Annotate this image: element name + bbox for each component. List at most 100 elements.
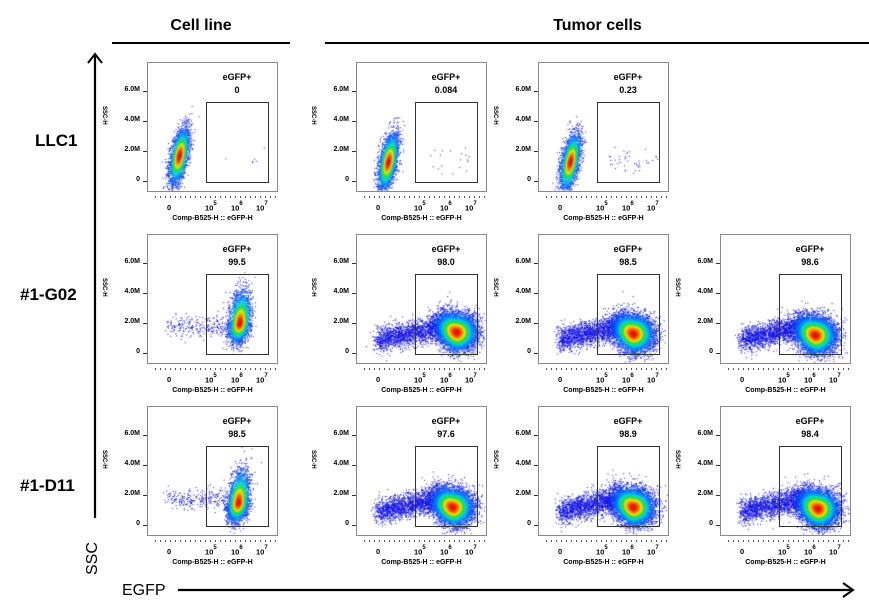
y-tick-label: 6.0M [515,430,531,437]
x-tick-label: 105 [414,373,426,385]
scatter-points [148,63,277,191]
x-tick-label: 0 [376,375,381,384]
y-tick-mark [534,435,538,436]
y-tick-label: 4.0M [697,288,713,295]
y-tick-label: 2.0M [333,318,349,325]
y-tick-label: 0 [136,348,140,355]
y-tick-mark [143,525,147,526]
header-cell-line-rule [112,42,290,44]
x-tick-label: 106 [440,545,452,557]
plot-frame [147,234,278,364]
x-axis-label: Comp-B525-H :: eGFP-H [563,559,644,566]
y-tick-mark [534,263,538,264]
gate-name: eGFP+ [613,72,643,82]
plot-frame [538,406,669,536]
x-axis-label: Comp-B525-H :: eGFP-H [381,559,462,566]
egfp-axis-label: EGFP [122,582,166,599]
x-tick-label: 106 [622,545,634,557]
y-tick-mark [143,435,147,436]
y-axis-label: SSC-H [101,450,107,469]
y-tick-label: 0 [345,176,349,183]
plot-frame [538,234,669,364]
y-tick-mark [534,121,538,122]
x-tick-label: 0 [558,547,563,556]
gate-name: eGFP+ [222,244,252,254]
gate-name: eGFP+ [613,416,643,426]
gate-percentage: 98.6 [801,257,819,267]
x-tick-label: 107 [256,373,268,385]
x-tick-label: 105 [596,201,608,213]
y-tick-label: 6.0M [124,86,140,93]
scatter-points [539,63,668,191]
x-tick-label: 0 [558,375,563,384]
x-tick-label: 105 [778,545,790,557]
y-tick-label: 6.0M [697,258,713,265]
x-axis-label: Comp-B525-H :: eGFP-H [172,387,253,394]
y-tick-mark [352,263,356,264]
y-tick-label: 0 [709,520,713,527]
x-axis-ticks [546,540,670,542]
gate-name: eGFP+ [795,244,825,254]
scatter-points [148,407,277,535]
x-axis-ticks [155,368,279,370]
x-tick-label: 0 [740,375,745,384]
y-tick-label: 2.0M [124,490,140,497]
x-tick-label: 107 [647,201,659,213]
flow-plot-panel: eGFP+ 98.5 0 2.0M 4.0M 6.0M SSC-H 0 105 106 107 Com… [101,406,327,571]
gate-percentage: 0 [234,85,240,95]
y-tick-label: 6.0M [333,430,349,437]
y-tick-mark [352,353,356,354]
y-tick-mark [716,353,720,354]
y-tick-mark [534,151,538,152]
y-tick-label: 0 [527,520,531,527]
x-tick-label: 107 [647,545,659,557]
egfp-positive-gate [415,446,478,527]
x-axis-ticks [364,368,488,370]
y-tick-label: 4.0M [697,460,713,467]
egfp-arrow [178,582,855,598]
plot-frame [720,406,851,536]
y-tick-label: 6.0M [333,86,349,93]
egfp-positive-gate [415,274,478,355]
y-tick-label: 2.0M [515,490,531,497]
x-tick-label: 107 [465,545,477,557]
y-tick-mark [716,465,720,466]
y-tick-mark [143,121,147,122]
y-tick-mark [143,91,147,92]
plot-frame [538,62,669,192]
y-tick-mark [534,181,538,182]
gate-percentage: 98.5 [619,257,637,267]
x-tick-label: 0 [167,375,172,384]
y-tick-label: 6.0M [333,258,349,265]
x-axis-ticks [728,368,852,370]
y-tick-label: 6.0M [697,430,713,437]
x-tick-label: 107 [829,545,841,557]
x-axis-label: Comp-B525-H :: eGFP-H [745,559,826,566]
x-tick-label: 106 [440,373,452,385]
x-tick-label: 106 [231,545,243,557]
scatter-points [539,235,668,363]
y-tick-label: 2.0M [697,490,713,497]
y-axis-label: SSC-H [492,106,498,125]
scatter-points [721,407,850,535]
y-tick-mark [716,263,720,264]
y-tick-mark [352,323,356,324]
plot-frame [356,62,487,192]
plot-frame [356,234,487,364]
y-tick-label: 4.0M [124,288,140,295]
y-tick-label: 4.0M [333,460,349,467]
x-axis-label: Comp-B525-H :: eGFP-H [563,215,644,222]
x-tick-label: 105 [414,545,426,557]
gate-name: eGFP+ [431,416,461,426]
scatter-points [357,63,486,191]
gate-percentage: 98.4 [801,429,819,439]
x-axis-ticks [364,196,488,198]
x-tick-label: 0 [167,547,172,556]
x-axis-ticks [546,368,670,370]
x-tick-label: 105 [596,545,608,557]
y-tick-mark [352,525,356,526]
plot-frame [147,406,278,536]
x-tick-label: 105 [414,201,426,213]
y-tick-mark [143,293,147,294]
y-tick-mark [352,293,356,294]
